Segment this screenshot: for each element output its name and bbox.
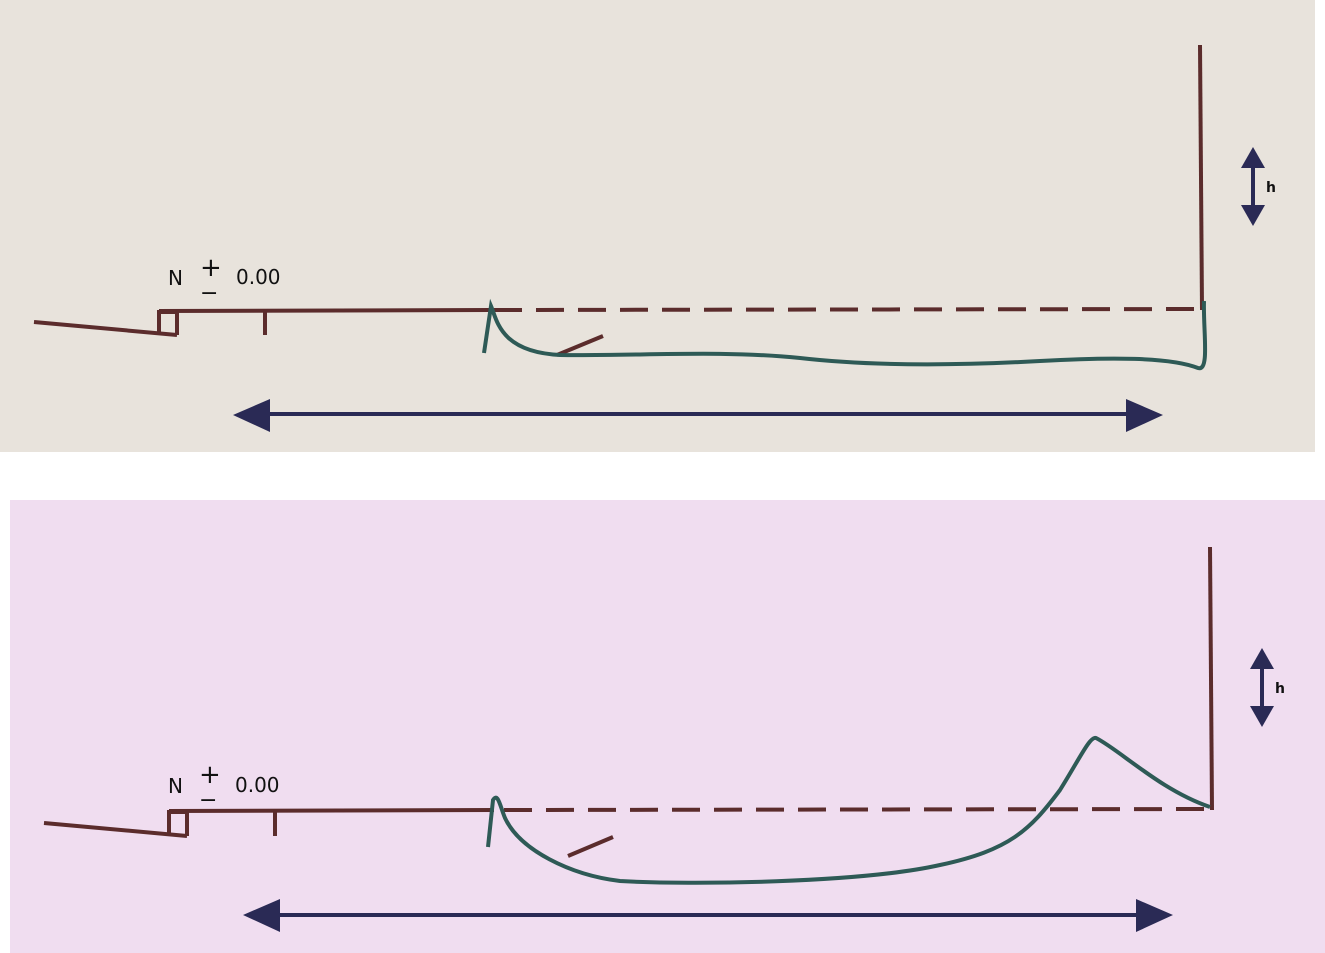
diagonal-mark (556, 334, 604, 357)
minus-sign: − (200, 281, 218, 306)
height-label: h (1275, 681, 1285, 697)
height-label: h (1266, 180, 1276, 196)
panel-bottom: N + − 0.00 h (10, 500, 1325, 953)
diagonal-mark (567, 835, 614, 858)
water-surface-curve (482, 298, 1208, 371)
section-diagram-bottom: N + − 0.00 h (10, 500, 1325, 953)
arrow-up-icon (1241, 147, 1265, 168)
arrow-left-icon (243, 899, 280, 932)
panel-background (10, 500, 1325, 953)
arrow-down-icon (1250, 706, 1274, 727)
plus-sign: + (200, 253, 222, 283)
level-value: 0.00 (235, 773, 280, 797)
arrow-down-icon (1241, 205, 1265, 226)
right-wall (1208, 546, 1214, 811)
plus-sign: + (199, 760, 221, 790)
panel-top: N + − 0.00 h (0, 0, 1315, 452)
ground-slope (33, 320, 178, 337)
dashed-level-line (493, 307, 1203, 312)
arrow-right-icon (1136, 899, 1173, 932)
right-wall (1198, 44, 1204, 311)
arrow-left-icon (233, 399, 270, 432)
north-label: N (168, 774, 183, 798)
arrow-right-icon (1126, 399, 1163, 432)
level-line (158, 308, 491, 313)
dashed-level-line (503, 807, 1213, 812)
north-label: N (168, 266, 183, 290)
level-value: 0.00 (236, 265, 281, 289)
section-diagram-top: N + − 0.00 h (0, 0, 1315, 452)
minus-sign: − (199, 788, 217, 813)
ground-slope (43, 821, 188, 838)
arrow-up-icon (1250, 648, 1274, 669)
level-line (168, 808, 495, 813)
water-surface-curve (486, 736, 1211, 885)
panel-background (0, 0, 1315, 452)
